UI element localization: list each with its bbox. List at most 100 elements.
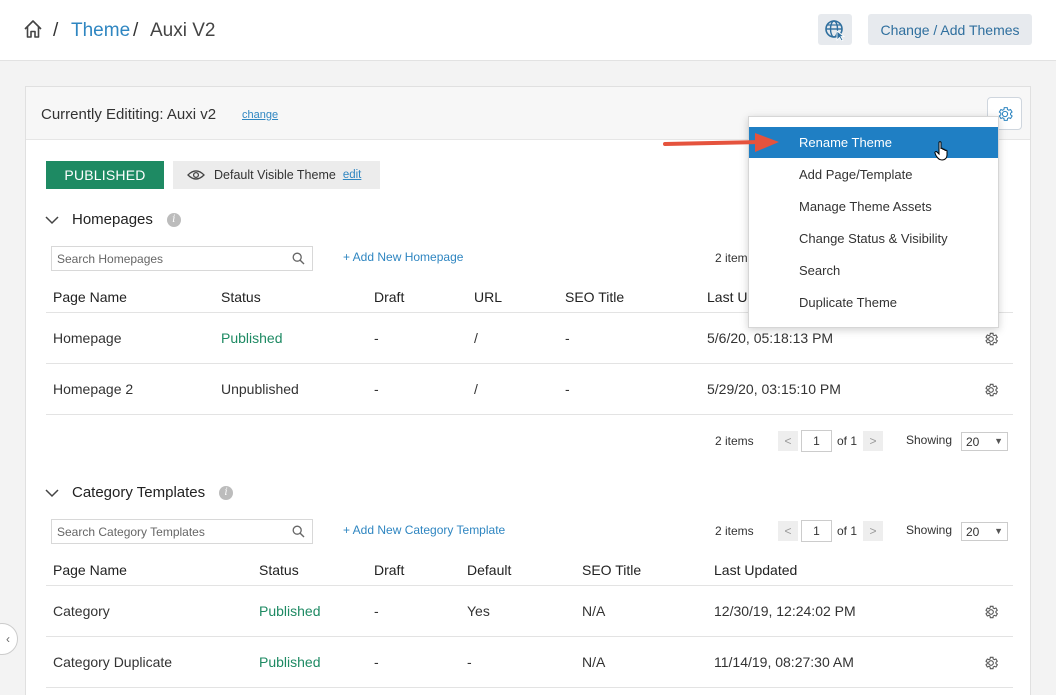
row-last-updated: 11/14/19, 08:27:30 AM	[714, 654, 854, 670]
homepages-section-toggle[interactable]: Homepages i	[44, 211, 181, 228]
row-page-name[interactable]: Homepage	[53, 330, 122, 346]
row-draft: -	[374, 654, 379, 670]
info-icon[interactable]: i	[219, 485, 234, 500]
breadcrumb-theme-link[interactable]: Theme	[71, 20, 131, 41]
menu-item-duplicate-theme[interactable]: Duplicate Theme	[799, 295, 898, 310]
row-status: Published	[221, 330, 283, 346]
pager-item-count: 2 items	[715, 434, 754, 448]
divider	[46, 414, 1013, 415]
homepages-title: Homepages	[72, 211, 153, 228]
column-header: Draft	[374, 289, 405, 305]
globe-cursor-icon	[825, 19, 846, 41]
row-seo-title: -	[565, 381, 570, 397]
column-header: Page Name	[53, 562, 127, 578]
status-badge: PUBLISHED	[46, 161, 164, 189]
column-header: SEO Title	[565, 289, 625, 305]
change-add-themes-button[interactable]: Change / Add Themes	[868, 14, 1032, 45]
column-header: SEO Title	[582, 562, 642, 578]
annotation-arrow-icon	[663, 133, 779, 152]
category-templates-pager: 2 items < 1 of 1 > Showing 20 ▼	[26, 519, 1030, 543]
breadcrumb-current: Auxi V2	[150, 20, 216, 41]
theme-actions-menu: Rename Theme Add Page/Template Manage Th…	[748, 116, 999, 328]
pager-next-button[interactable]: >	[863, 431, 883, 451]
menu-item-change-status-visibility[interactable]: Change Status & Visibility	[799, 231, 948, 246]
chevron-down-icon	[45, 488, 59, 497]
row-gear-icon[interactable]	[983, 604, 999, 620]
homepages-pager: 2 items < 1 of 1 > Showing 20 ▼	[26, 430, 1030, 454]
hand-cursor-icon	[934, 141, 948, 161]
column-header: Last Updated	[714, 562, 798, 578]
row-draft: -	[374, 330, 379, 346]
pager-prev-button[interactable]: <	[778, 431, 798, 451]
per-page-select[interactable]: 20 ▼	[961, 432, 1008, 451]
search-icon[interactable]	[292, 252, 305, 265]
breadcrumb-separator: /	[133, 20, 139, 41]
row-status: Unpublished	[221, 381, 299, 397]
pager-of-label: of 1	[837, 434, 858, 448]
row-gear-icon[interactable]	[983, 382, 999, 398]
row-seo-title: N/A	[582, 603, 606, 619]
pager-showing-label: Showing	[906, 433, 953, 447]
info-icon[interactable]: i	[166, 212, 181, 227]
category-templates-section-toggle[interactable]: Category Templates i	[44, 484, 234, 501]
theme-editor-card: Currently Edititing: Auxi v2 change PUBL…	[25, 86, 1031, 695]
row-url: /	[474, 381, 478, 397]
per-page-value: 20	[966, 434, 980, 449]
divider	[46, 363, 1013, 364]
menu-item-search[interactable]: Search	[799, 263, 841, 278]
eye-icon	[187, 170, 205, 180]
row-url: /	[474, 330, 478, 346]
row-page-name[interactable]: Category	[53, 603, 110, 619]
search-homepages-box	[51, 246, 313, 271]
visibility-chip: Default Visible Theme edit	[173, 161, 380, 189]
change-theme-link[interactable]: change	[242, 109, 279, 121]
column-header: Status	[259, 562, 299, 578]
caret-down-icon: ▼	[994, 526, 1003, 536]
row-last-updated: 5/6/20, 05:18:13 PM	[707, 330, 834, 346]
row-gear-icon[interactable]	[983, 655, 999, 671]
menu-item-rename-theme[interactable]: Rename Theme	[749, 127, 998, 158]
menu-item-add-page-template[interactable]: Add Page/Template	[799, 167, 913, 182]
pager-next-button[interactable]: >	[863, 521, 883, 541]
row-draft: -	[374, 603, 379, 619]
category-templates-title: Category Templates	[72, 484, 206, 501]
collapse-sidebar-button[interactable]: ‹	[0, 623, 18, 655]
pager-item-count: 2 items	[715, 524, 754, 538]
column-header: Status	[221, 289, 261, 305]
pager-page-input[interactable]: 1	[801, 430, 832, 452]
card-title: Currently Edititing: Auxi v2	[41, 106, 217, 123]
search-homepages-input[interactable]	[52, 247, 282, 270]
homepages-item-count: 2 items	[715, 251, 754, 265]
row-last-updated: 12/30/19, 12:24:02 PM	[714, 603, 856, 619]
column-header: Last U	[707, 289, 748, 305]
per-page-select[interactable]: 20 ▼	[961, 522, 1008, 541]
row-seo-title: -	[565, 330, 570, 346]
pager-prev-button[interactable]: <	[778, 521, 798, 541]
pager-showing-label: Showing	[906, 523, 953, 537]
divider	[46, 687, 1013, 688]
row-page-name[interactable]: Category Duplicate	[53, 654, 173, 670]
preview-site-button[interactable]	[818, 14, 852, 45]
search-icon[interactable]	[292, 525, 305, 538]
row-default: -	[467, 654, 472, 670]
breadcrumb-separator: /	[53, 20, 59, 41]
row-page-name[interactable]: Homepage 2	[53, 381, 134, 397]
row-default: Yes	[467, 603, 490, 619]
chevron-left-icon: ‹	[6, 632, 10, 646]
column-header: Page Name	[53, 289, 127, 305]
add-homepage-link[interactable]: + Add New Homepage	[343, 250, 464, 264]
search-category-templates-input[interactable]	[52, 520, 282, 543]
gear-icon	[998, 106, 1013, 121]
top-bar: / Theme / Auxi V2 Change / Add Themes	[0, 0, 1056, 61]
pager-page-input[interactable]: 1	[801, 520, 832, 542]
pager-of-label: of 1	[837, 524, 858, 538]
home-icon[interactable]	[22, 18, 44, 40]
add-category-template-link[interactable]: + Add New Category Template	[343, 523, 506, 537]
row-gear-icon[interactable]	[983, 331, 999, 347]
row-status: Published	[259, 654, 321, 670]
row-seo-title: N/A	[582, 654, 606, 670]
menu-item-manage-theme-assets[interactable]: Manage Theme Assets	[799, 199, 932, 214]
chevron-down-icon	[45, 215, 59, 224]
column-header: Default	[467, 562, 512, 578]
visibility-edit-link[interactable]: edit	[342, 169, 362, 181]
